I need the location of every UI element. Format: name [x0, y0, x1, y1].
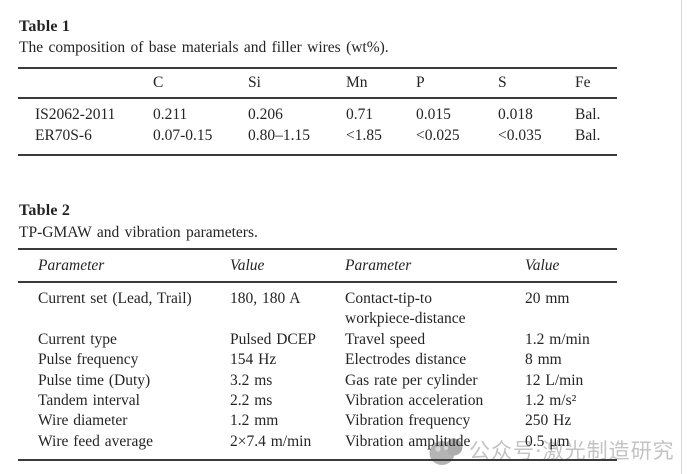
column-header-parameter-left: Parameter — [18, 249, 230, 283]
parameter-cell: Electrodes distance — [345, 351, 467, 369]
column-header-parameter-right: Parameter — [345, 249, 525, 283]
column-header-blank — [18, 68, 153, 99]
page-edge-line — [681, 0, 682, 474]
column-header-value-left: Value — [230, 249, 345, 283]
value-cell: 2×7.4 m/min — [230, 432, 312, 450]
value-cell: Pulsed DCEP — [230, 330, 316, 348]
value-cell: 154 Hz — [230, 351, 277, 369]
table-row: Pulse time (Duty) 3.2 ms Gas rate per cy… — [18, 371, 617, 391]
parameters-table: Parameter Value Parameter Value Current … — [18, 248, 617, 462]
parameter-cell: Wire feed average — [38, 432, 153, 450]
column-header-fe: Fe — [575, 68, 617, 99]
table-header-row: C Si Mn P S Fe — [18, 68, 617, 99]
table-2-caption: TP-GMAW and vibration parameters. — [19, 224, 258, 241]
value-cell: 12 L/min — [525, 371, 584, 389]
table-cell: 0.80–1.15 — [248, 126, 310, 144]
table-row: Wire feed average 2×7.4 m/min Vibration … — [18, 432, 617, 460]
table-row: Wire diameter 1.2 mm Vibration frequency… — [18, 411, 617, 431]
column-header-s: S — [498, 68, 575, 99]
value-cell: 0.5 μm — [525, 432, 570, 450]
parameter-cell: Tandem interval — [38, 392, 140, 410]
parameter-cell: Vibration frequency — [345, 412, 471, 430]
parameter-cell: Current type — [38, 330, 117, 348]
table-cell: <1.85 — [346, 126, 382, 144]
table-cell: <0.035 — [498, 126, 542, 144]
table-cell: 0.07-0.15 — [153, 126, 213, 144]
table-cell: Bal. — [575, 106, 601, 123]
column-header-mn: Mn — [346, 68, 416, 99]
parameter-cell: Vibration acceleration — [345, 392, 484, 410]
value-cell: 2.2 ms — [230, 392, 273, 410]
value-cell: 8 mm — [525, 351, 562, 369]
table-cell: 0.018 — [498, 106, 533, 123]
table-cell: Bal. — [575, 126, 601, 144]
parameter-cell: Gas rate per cylinder — [345, 371, 478, 389]
value-cell: 250 Hz — [525, 412, 572, 430]
column-header-value-right: Value — [525, 249, 617, 283]
row-label: ER70S-6 — [35, 126, 92, 144]
value-cell: 3.2 ms — [230, 371, 273, 389]
parameter-cell: Vibration amplitude — [345, 432, 471, 450]
value-cell: 1.2 m/s² — [525, 392, 577, 410]
value-cell: 1.2 mm — [230, 412, 279, 430]
table-header-row: Parameter Value Parameter Value — [18, 249, 617, 283]
table-cell: 0.211 — [153, 106, 188, 123]
parameter-cell: Current set (Lead, Trail) — [38, 290, 192, 307]
table-row: Current type Pulsed DCEP Travel speed 1.… — [18, 330, 617, 350]
table-1-label: Table 1 — [19, 18, 71, 35]
table-1-caption: The composition of base materials and fi… — [19, 39, 389, 56]
table-2-label: Table 2 — [19, 202, 71, 219]
column-header-si: Si — [248, 68, 346, 99]
table-row: ER70S-6 0.07-0.15 0.80–1.15 <1.85 <0.025… — [18, 126, 617, 156]
table-cell: 0.015 — [416, 106, 451, 123]
parameter-cell: Contact-tip-to workpiece-distance — [345, 290, 466, 328]
parameter-cell: Pulse frequency — [38, 351, 139, 369]
row-label: IS2062-2011 — [35, 106, 116, 123]
value-cell: 20 mm — [525, 290, 570, 307]
table-cell: 0.206 — [248, 106, 283, 123]
column-header-c: C — [153, 68, 248, 99]
parameter-cell: Wire diameter — [38, 412, 128, 430]
table-row: Tandem interval 2.2 ms Vibration acceler… — [18, 391, 617, 411]
parameter-cell: Pulse time (Duty) — [38, 371, 151, 389]
table-cell: <0.025 — [416, 126, 460, 144]
table-row: Current set (Lead, Trail) 180, 180 A Con… — [18, 282, 617, 330]
value-cell: 1.2 m/min — [525, 330, 590, 348]
table-cell: 0.71 — [346, 106, 374, 123]
column-header-p: P — [416, 68, 498, 99]
table-row: Pulse frequency 154 Hz Electrodes distan… — [18, 350, 617, 370]
parameter-cell: Travel speed — [345, 330, 426, 348]
composition-table: C Si Mn P S Fe IS2062-2011 0.211 0.206 0… — [18, 67, 617, 156]
value-cell: 180, 180 A — [230, 290, 301, 307]
table-row: IS2062-2011 0.211 0.206 0.71 0.015 0.018… — [18, 98, 617, 126]
